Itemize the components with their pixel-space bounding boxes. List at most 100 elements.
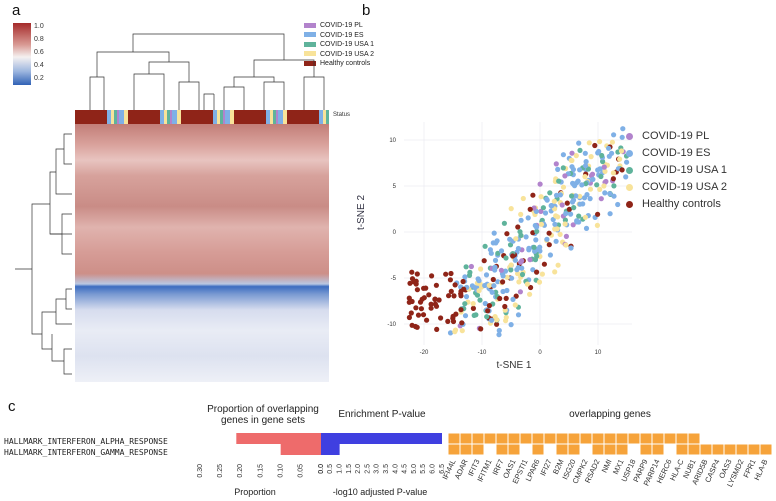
tsne-point <box>557 231 563 237</box>
gene-cell <box>759 443 773 456</box>
tsne-point <box>515 265 521 271</box>
gene-cell <box>519 432 533 445</box>
tsne-point <box>597 139 603 145</box>
tsne-point <box>447 277 453 283</box>
legend-label: COVID-19 PL <box>320 22 363 29</box>
tsne-point <box>527 257 533 263</box>
tsne-point <box>492 257 499 263</box>
tsne-point <box>563 211 569 217</box>
tsne-point <box>512 302 518 308</box>
tsne-point <box>592 142 598 149</box>
x-tick: 0 <box>538 350 542 356</box>
tsne-point <box>579 182 585 188</box>
tsne-point <box>477 297 483 303</box>
tsne-point <box>595 211 601 217</box>
tsne-point <box>472 285 478 291</box>
tsne-point <box>467 269 473 275</box>
tsne-point <box>569 193 575 199</box>
tsne-point <box>547 190 553 196</box>
tsne-point <box>482 282 488 289</box>
tsne-point <box>491 230 497 236</box>
proportion-bar <box>236 433 321 444</box>
gene-cell <box>711 432 725 445</box>
gene-cell <box>687 432 701 445</box>
enrichment-title: Enrichment P-value <box>338 409 426 420</box>
tsne-point <box>414 287 420 293</box>
y-tick: -5 <box>391 276 397 282</box>
gene-cell <box>483 432 497 445</box>
tsne-point <box>414 271 420 277</box>
tsne-point <box>496 327 502 334</box>
tsne-point <box>587 186 594 192</box>
tsne-point <box>576 140 582 146</box>
tsne-point <box>485 308 491 314</box>
gene-cell <box>675 432 689 445</box>
tsne-point <box>474 292 481 298</box>
tsne-point <box>515 312 522 318</box>
tsne-point <box>598 173 604 180</box>
gene-cell <box>507 432 521 445</box>
legend-marker <box>626 183 633 191</box>
legend-swatch <box>304 60 316 66</box>
tsne-point <box>576 213 582 219</box>
gene-cell <box>723 432 737 445</box>
tsne-point <box>563 242 569 248</box>
pvalue-tick: 6.0 <box>430 464 437 474</box>
tsne-point <box>607 211 613 217</box>
tsne-point <box>417 299 424 305</box>
gene-cell <box>555 432 569 445</box>
tsne-point <box>582 174 588 180</box>
gene-cell <box>531 443 545 456</box>
legend-item: COVID-19 PL <box>304 21 374 31</box>
y-tick: 0 <box>393 230 397 236</box>
tsne-point <box>486 303 492 309</box>
tsne-point <box>577 193 583 199</box>
tsne-point <box>564 200 570 206</box>
x-tick: -20 <box>420 350 429 356</box>
gene-cell <box>567 443 581 456</box>
tsne-point <box>571 205 577 211</box>
tsne-point <box>569 164 575 170</box>
tsne-point <box>552 221 558 227</box>
tsne-point <box>503 318 509 324</box>
gene-cell <box>543 432 557 445</box>
tsne-point <box>484 314 490 320</box>
tsne-point <box>601 183 607 189</box>
tsne-point <box>553 192 560 198</box>
gene-cell <box>519 443 533 456</box>
tsne-point <box>583 225 590 231</box>
tsne-point <box>436 297 442 303</box>
tsne-point <box>582 163 589 169</box>
gene-cell <box>615 432 629 445</box>
tsne-point <box>611 183 617 189</box>
tsne-point <box>413 305 419 311</box>
tsne-point <box>508 322 514 328</box>
tsne-point <box>555 214 561 220</box>
tsne-point <box>498 248 505 254</box>
tsne-point <box>494 321 500 327</box>
tsne-point <box>488 250 494 256</box>
x-tick: -10 <box>478 350 487 356</box>
tsne-point <box>537 244 543 250</box>
tsne-point <box>624 159 630 165</box>
tsne-point <box>588 154 594 160</box>
legend-label: COVID-19 USA 1 <box>642 164 727 176</box>
tsne-point <box>512 257 518 263</box>
proportion-tick: 0.10 <box>278 464 285 478</box>
tsne-point <box>495 250 501 256</box>
tsne-point <box>573 153 579 159</box>
legend-item: COVID-19 PL <box>626 128 727 145</box>
gene-cell <box>699 432 713 445</box>
tsne-point <box>413 281 419 287</box>
tsne-point <box>515 245 521 252</box>
tsne-point <box>525 215 531 221</box>
tsne-point <box>619 134 625 140</box>
pvalue-tick: 1.5 <box>346 464 353 474</box>
gene-cell <box>651 432 665 445</box>
gene-cell <box>627 443 641 456</box>
tsne-point <box>527 291 533 297</box>
tsne-point <box>586 140 592 146</box>
panel-a-label: a <box>12 2 21 19</box>
tsne-point <box>606 145 612 151</box>
tsne-point <box>501 220 507 226</box>
